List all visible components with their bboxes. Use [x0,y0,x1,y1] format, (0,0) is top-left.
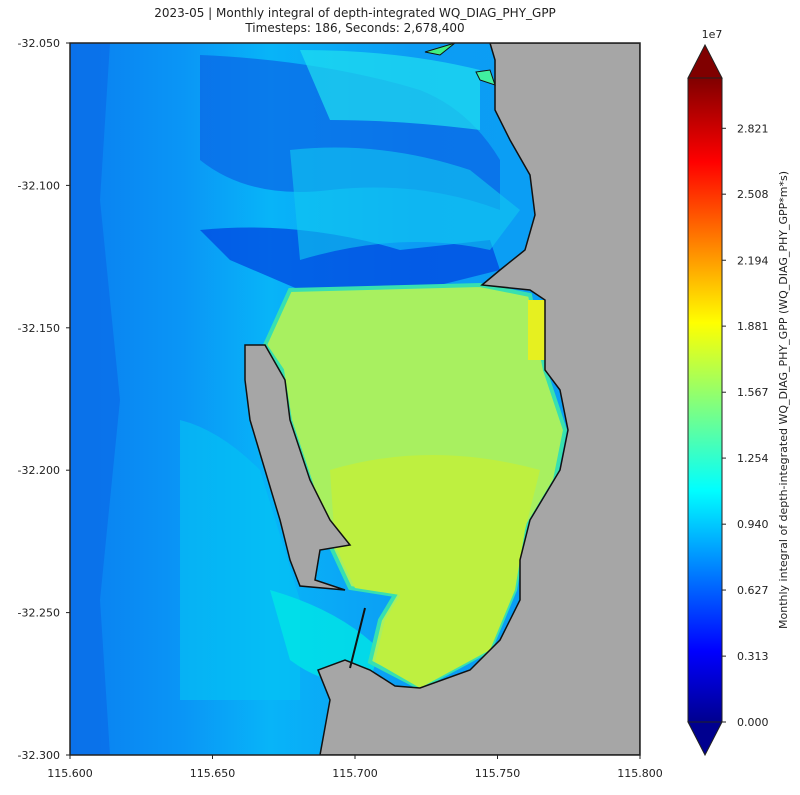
x-tick-label: 115.700 [332,767,378,780]
y-tick-label: -32.150 [18,322,60,335]
colorbar-tick-label: 1.254 [737,452,769,465]
colorbar-tick-label: 1.567 [737,386,769,399]
x-tick-label: 115.750 [475,767,521,780]
y-tick-label: -32.200 [18,464,60,477]
x-tick-label: 115.600 [47,767,93,780]
colorbar-tick-label: 1.881 [737,320,769,333]
colorbar-tick-label: 0.627 [737,584,769,597]
colorbar-tick-label: 2.508 [737,188,769,201]
x-tick-label: 115.650 [190,767,236,780]
y-tick-label: -32.250 [18,607,60,620]
map-field [70,43,640,755]
colorbar-tick-label: 2.194 [737,254,769,267]
colorbar-tick-label: 0.940 [737,518,769,531]
y-tick-label: -32.100 [18,179,60,192]
colorbar-frame [687,77,723,723]
y-tick-label: -32.050 [18,37,60,50]
chart-subtitle: Timesteps: 186, Seconds: 2,678,400 [244,21,464,35]
colorbar-offset: 1e7 [702,28,723,41]
colorbar-extend-min [687,721,723,757]
colorbar-label: Monthly integral of depth-integrated WQ_… [777,171,790,629]
colorbar-tick-label: 0.000 [737,716,769,729]
colorbar-tick-label: 2.821 [737,122,769,135]
colorbar-tick-label: 0.313 [737,650,769,663]
x-tick-label: 115.800 [617,767,663,780]
colorbar-extend-max [687,43,723,79]
chart-title: 2023-05 | Monthly integral of depth-inte… [154,6,556,20]
colorbar [688,78,722,722]
y-tick-label: -32.300 [18,749,60,762]
